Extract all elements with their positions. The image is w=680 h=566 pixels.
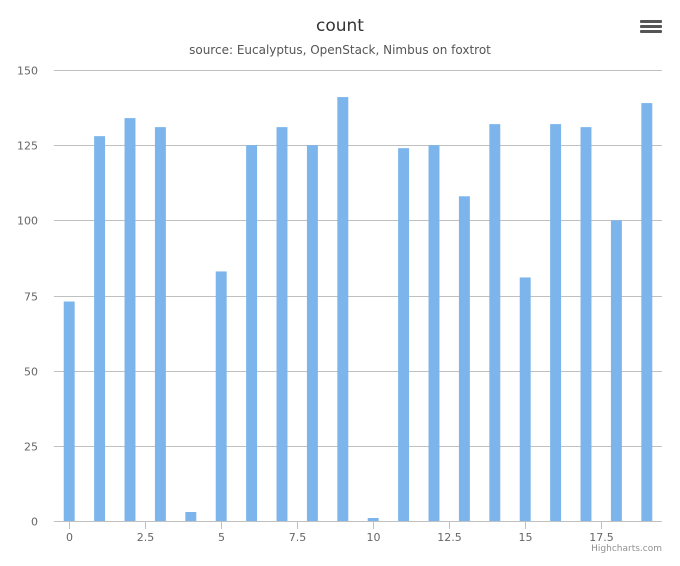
bar — [550, 124, 562, 522]
bar — [641, 103, 653, 521]
bar — [124, 118, 136, 522]
bar — [337, 97, 349, 521]
bar — [306, 145, 318, 521]
y-tick-label: 0 — [31, 516, 38, 529]
y-tick-label: 50 — [24, 366, 38, 379]
bar — [215, 271, 227, 521]
y-tick-label: 150 — [17, 65, 38, 78]
bar — [63, 301, 75, 521]
credits-link[interactable]: Highcharts.com — [591, 544, 662, 554]
bar — [154, 127, 166, 522]
bar — [246, 145, 258, 521]
bar — [185, 511, 197, 521]
x-tick-label: 5 — [218, 531, 225, 544]
bar — [367, 517, 379, 521]
bar — [610, 220, 622, 522]
bar — [428, 145, 440, 521]
y-tick-label: 125 — [17, 140, 38, 153]
bar — [489, 124, 501, 522]
x-tick-label: 7.5 — [289, 531, 307, 544]
y-tick-label: 100 — [17, 215, 38, 228]
y-tick-label: 75 — [24, 291, 38, 304]
y-tick-label: 25 — [24, 441, 38, 454]
x-tick-label: 12.5 — [437, 531, 462, 544]
chart-title: count — [316, 16, 364, 36]
bar — [276, 127, 288, 522]
bar — [94, 136, 106, 521]
menu-line — [640, 20, 662, 23]
menu-line — [640, 25, 662, 28]
chart-subtitle: source: Eucalyptus, OpenStack, Nimbus on… — [189, 43, 491, 57]
bar — [458, 196, 470, 521]
x-tick-label: 15 — [519, 531, 533, 544]
bar — [398, 148, 410, 521]
x-tick-label: 17.5 — [589, 531, 614, 544]
menu-line — [640, 30, 662, 33]
x-tick-label: 2.5 — [137, 531, 155, 544]
bar — [519, 277, 531, 521]
hamburger-menu-icon[interactable] — [640, 20, 662, 40]
x-tick-label: 0 — [66, 531, 73, 544]
bar — [580, 127, 592, 522]
x-tick-label: 10 — [367, 531, 381, 544]
